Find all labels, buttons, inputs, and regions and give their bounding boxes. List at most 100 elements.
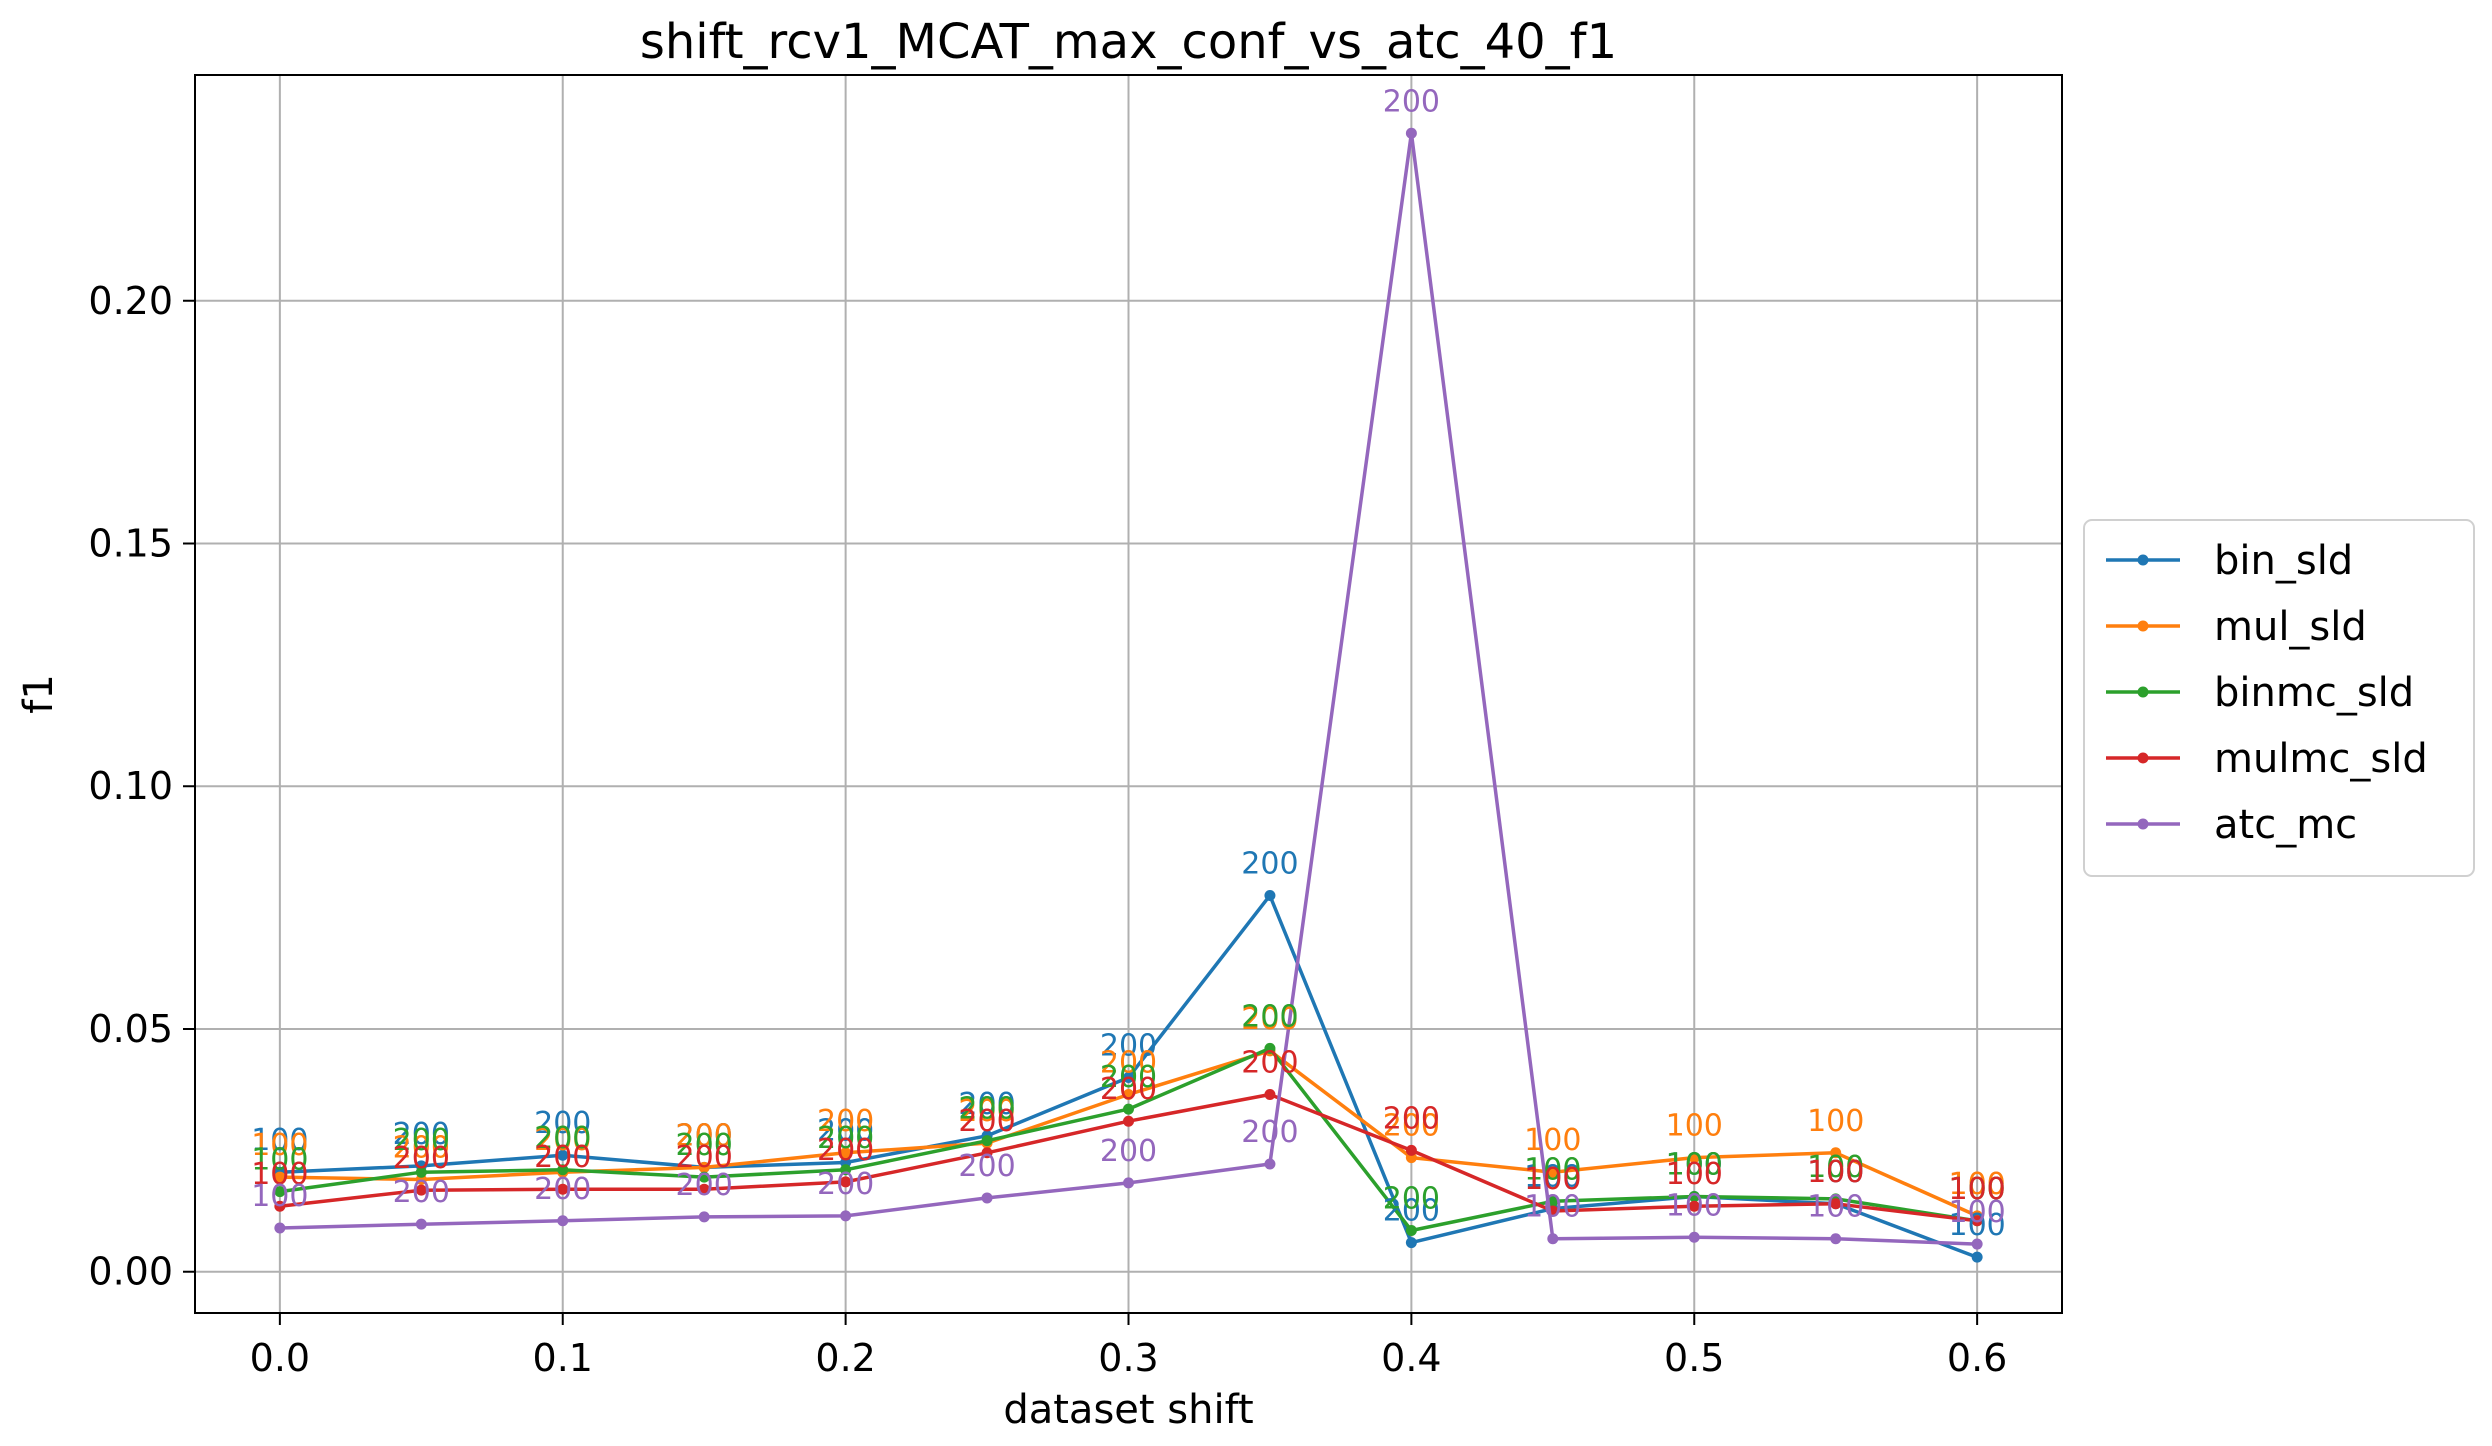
data-label: 200 [1383, 84, 1440, 119]
data-point [1830, 1198, 1842, 1210]
data-label: 200 [958, 1094, 1015, 1129]
data-point [1688, 1200, 1700, 1212]
data-point [557, 1215, 569, 1227]
data-point [1123, 1089, 1134, 1101]
data-point [557, 1164, 569, 1176]
data-point [1830, 1233, 1842, 1245]
x-tick-label: 0.0 [250, 1336, 310, 1380]
data-point [698, 1171, 710, 1183]
legend-item-mul_sld: mul_sld [2106, 604, 2367, 650]
data-point [1264, 1042, 1276, 1054]
data-label: 200 [676, 1118, 733, 1153]
data-point [1405, 1237, 1417, 1249]
data-label: 200 [534, 1123, 591, 1158]
data-label: 100 [251, 1179, 308, 1214]
data-label: 200 [534, 1106, 591, 1141]
data-point [415, 1166, 427, 1178]
data-point [1123, 1115, 1134, 1127]
x-tick-label: 0.5 [1664, 1336, 1724, 1380]
data-label: 100 [1524, 1123, 1581, 1158]
data-point [1123, 1103, 1134, 1115]
data-label: 200 [1100, 1072, 1157, 1107]
data-label: 200 [817, 1121, 874, 1156]
data-label: 200 [958, 1149, 1015, 1184]
data-point [1405, 1144, 1417, 1156]
data-point [1123, 1072, 1134, 1084]
data-label: 100 [1807, 1150, 1864, 1185]
data-label: 100 [1807, 1104, 1864, 1139]
data-label: 200 [1241, 999, 1298, 1034]
y-tick-label: 0.10 [88, 764, 173, 808]
x-tick-label: 0.1 [533, 1336, 593, 1380]
data-label: 200 [1100, 1029, 1157, 1064]
data-label: 100 [1949, 1172, 2006, 1207]
legend-item-binmc_sld: binmc_sld [2106, 670, 2414, 716]
grid [195, 75, 2062, 1313]
data-label: 200 [1100, 1060, 1157, 1095]
legend-marker [2137, 686, 2149, 698]
data-label: 200 [958, 1104, 1015, 1139]
data-point [840, 1210, 852, 1222]
data-point [1405, 127, 1417, 139]
legend-label: atc_mc [2214, 802, 2357, 848]
data-point [1688, 1231, 1700, 1243]
data-label: 200 [1100, 1134, 1157, 1169]
series-group [274, 127, 1983, 1263]
legend-label: bin_sld [2214, 538, 2353, 584]
data-label: 100 [1524, 1162, 1581, 1197]
data-label: 100 [1524, 1160, 1581, 1195]
legend-marker [2137, 554, 2149, 566]
data-label: 200 [1383, 1181, 1440, 1216]
data-label: 100 [1949, 1195, 2006, 1230]
legend-marker [2137, 620, 2149, 632]
legend: bin_sld mul_sld binmc_sld mulmc_sld atc_mc [2083, 519, 2475, 877]
x-tick-label: 0.6 [1947, 1336, 2007, 1380]
data-label: 100 [1666, 1188, 1723, 1223]
data-label: 200 [534, 1172, 591, 1207]
data-point [981, 1135, 993, 1147]
data-label: 100 [1524, 1152, 1581, 1187]
data-point [1264, 1158, 1276, 1170]
x-tick-label: 0.4 [1381, 1336, 1441, 1380]
legend-item-mulmc_sld: mulmc_sld [2106, 736, 2428, 782]
axis-ticks: 0.0 0.1 0.2 0.3 0.4 0.5 0.6 0.00 0.05 0.10 0.15 0.2… [88, 279, 2007, 1380]
data-point [557, 1149, 569, 1161]
data-point [1123, 1177, 1134, 1189]
legend-marker [2137, 752, 2149, 764]
data-point [1971, 1251, 1983, 1263]
data-label: 200 [676, 1128, 733, 1163]
data-label: 200 [958, 1092, 1015, 1127]
data-label: 100 [1807, 1155, 1864, 1190]
data-point [274, 1222, 286, 1234]
data-point [840, 1176, 852, 1188]
data-point [1830, 1147, 1842, 1159]
data-label: 200 [676, 1168, 733, 1203]
legend-item-bin_sld: bin_sld [2106, 538, 2353, 584]
data-point [840, 1147, 852, 1159]
data-point [1971, 1238, 1983, 1250]
data-label: 200 [1383, 1101, 1440, 1136]
data-label: 200 [393, 1130, 450, 1165]
series-binmc_sld [274, 1042, 1983, 1236]
data-label: 100 [1807, 1190, 1864, 1225]
data-label: 200 [1241, 846, 1298, 881]
data-label: 100 [1807, 1155, 1864, 1190]
data-label: 100 [1949, 1208, 2006, 1243]
data-point [981, 1192, 993, 1204]
data-label: 200 [1383, 1109, 1440, 1144]
y-tick-label: 0.00 [88, 1250, 173, 1294]
legend-marker [2137, 818, 2149, 830]
x-tick-label: 0.3 [1098, 1336, 1158, 1380]
data-label: 200 [676, 1118, 733, 1153]
data-point [1264, 1089, 1276, 1101]
data-point [557, 1183, 569, 1195]
y-tick-label: 0.15 [88, 521, 173, 565]
data-label: 100 [1666, 1147, 1723, 1182]
y-axis-title: f1 [16, 674, 62, 714]
data-point [274, 1186, 286, 1198]
data-point [1971, 1215, 1983, 1227]
data-point [698, 1211, 710, 1223]
